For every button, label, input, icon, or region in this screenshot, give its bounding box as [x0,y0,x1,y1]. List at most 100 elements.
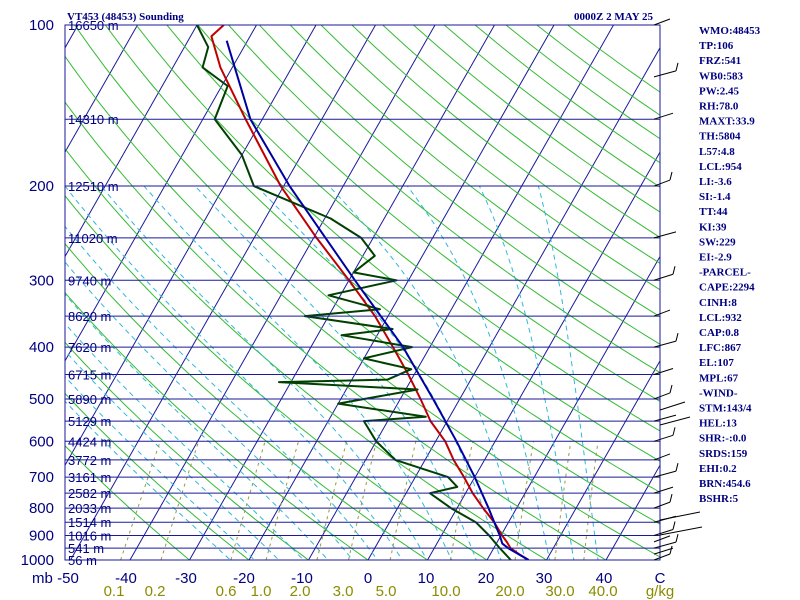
height-label: 3161 m [68,470,111,485]
height-label: 2582 m [68,486,111,501]
height-label: 4424 m [68,434,111,449]
wind-barb [653,470,677,478]
mixing-ratio-line [120,441,161,560]
dry-adiabat [65,291,369,560]
wind-barb [653,18,671,26]
isotherm-line [308,25,614,560]
dry-adiabat [135,25,660,462]
stability-index: SI:-1.4 [699,191,731,203]
pressure-tick-label: 300 [29,272,54,289]
height-label: 11020 m [68,231,118,246]
mixing-ratio-line [160,441,200,560]
isotherm-line [248,25,555,560]
stability-index: BRN:454.6 [699,478,751,490]
height-label: 3772 m [68,453,111,468]
stability-index: WB0:583 [699,70,744,82]
mixing-ratio-tick-label: 2.0 [290,583,311,600]
mixing-ratio-tick-label: g/kg [646,583,674,600]
moist-adiabat [406,185,551,560]
mixing-ratio-tick-label: 0.2 [145,583,166,600]
plot-frame [64,24,661,561]
wind-barb [653,70,677,78]
pressure-tick-label: 800 [29,500,54,517]
stability-index: SRDS:159 [699,448,748,460]
wind-barb [653,367,674,375]
stability-index: FRZ:541 [699,55,741,67]
dry-adiabat [351,25,660,264]
mixing-ratio-line [554,441,572,560]
wind-barb-feather [669,494,673,503]
height-label: 14310 m [68,112,119,127]
stability-index: BSHR:5 [699,493,739,505]
isotherm-line [129,25,436,560]
height-label: 541 m [68,541,104,556]
moist-adiabat [194,185,477,560]
wind-barb [659,401,686,411]
background-grid [0,25,660,560]
dry-adiabat [320,25,660,291]
stability-index: LI:-3.6 [699,176,732,188]
height-label: 2033 m [68,501,111,516]
mixing-ratio-line [449,441,474,560]
isotherm-line [367,46,660,560]
dry-adiabat [65,194,488,560]
wind-barb-feather [675,463,679,472]
station-title: VT453 (48453) Sounding [67,11,184,23]
wind-barb-feather [672,521,676,530]
temperature-tick-label: 40 [596,570,613,587]
stability-index: EHI:0.2 [699,463,737,475]
wind-barb-feather [675,62,679,71]
wind-barb [653,392,671,400]
wind-barb-feather [669,384,673,394]
pressure-tick-label: 200 [29,178,54,195]
stability-index: CINH:8 [699,297,737,309]
wind-barb [653,309,671,317]
height-label: 7620 m [68,340,111,355]
mixing-ratio-tick-label: 3.0 [333,583,354,600]
time-title: 0000Z 2 MAY 25 [574,11,653,23]
wind-barb [653,547,674,555]
isotherm-line [546,359,660,560]
height-label: 9740 m [68,273,111,288]
pressure-tick-label: 700 [29,469,54,486]
mixing-ratio-tick-label: 0.6 [216,583,237,600]
dry-adiabat [65,242,429,560]
dry-adiabat [228,25,660,374]
height-label: 1514 m [68,515,111,530]
isotherm-line [0,25,19,560]
pressure-tick-label: 400 [29,339,54,356]
dry-adiabat [567,25,660,93]
height-label: 1016 m [68,529,111,544]
stability-index: MAXT:33.9 [699,116,755,128]
stability-index: CAPE:2294 [699,282,755,294]
stability-index: SW:229 [699,236,736,248]
pressure-tick-label: 500 [29,391,54,408]
mixing-ratio-tick-label: 10.0 [431,583,460,600]
pressure-tick-label: 100 [29,17,54,34]
isotherm-line [65,25,317,467]
wind-barb-feather [675,332,679,342]
temperature-tick-label: 0 [364,570,372,587]
isotherm-line [65,25,198,258]
stability-index: HEL:13 [699,418,737,430]
wind-barb [653,414,677,422]
mixing-ratio-line [265,441,299,560]
wind-barb [653,529,674,536]
stability-index: LFC:867 [699,342,742,354]
temperature-tick-label: 30 [536,570,553,587]
mixing-ratio-line [230,441,266,560]
dry-adiabat [65,147,548,560]
wind-barb [653,486,674,494]
height-label: 12510 m [68,179,119,194]
height-label: 5890 m [68,392,111,407]
height-label: 56 m [68,553,97,568]
temperature-tick-label: 20 [478,570,495,587]
dry-adiabat [474,25,660,164]
wind-barb [653,434,674,442]
temperature-tick-label: C [655,570,666,587]
height-label: 8620 m [68,309,111,324]
stability-index: TP:106 [699,40,734,52]
dry-adiabat [505,25,660,140]
temperature-tick-label: 10 [418,570,435,587]
mixing-ratio-line [389,441,417,560]
